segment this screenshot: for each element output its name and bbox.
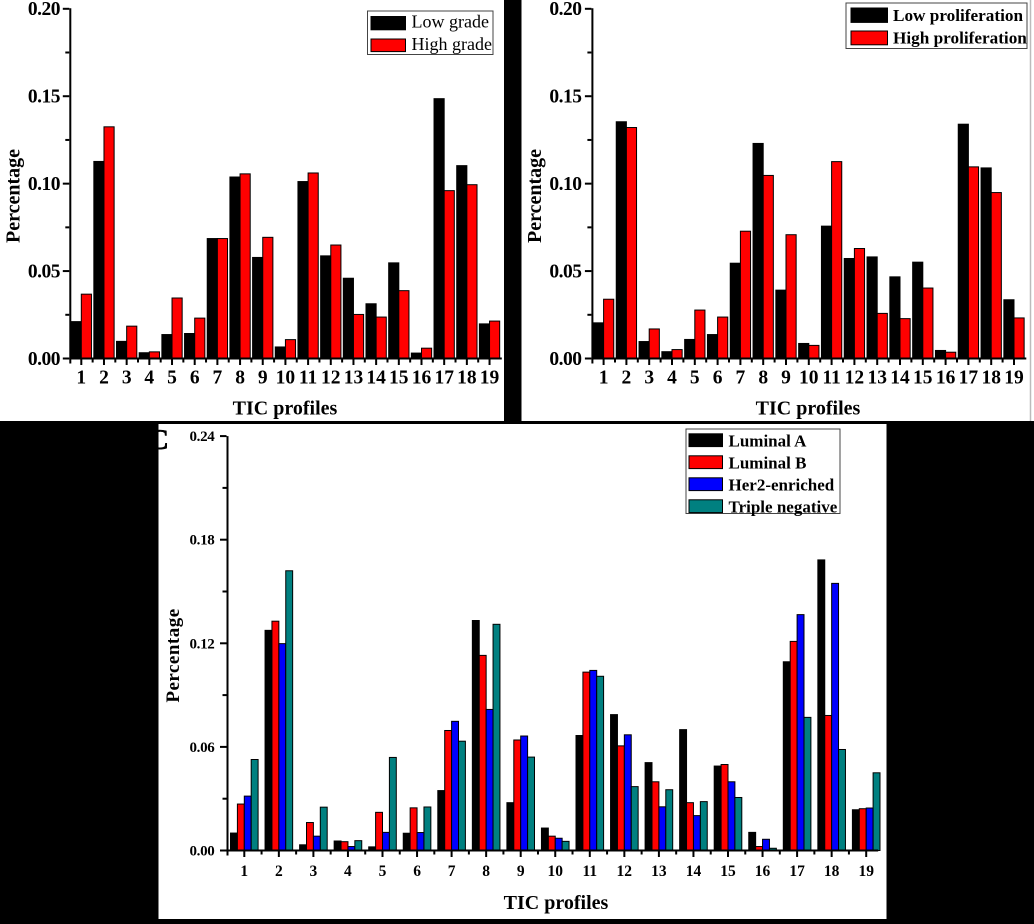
svg-text:0.05: 0.05	[549, 262, 582, 283]
svg-text:15: 15	[389, 368, 409, 389]
svg-text:4: 4	[344, 863, 352, 880]
svg-text:13: 13	[651, 863, 667, 880]
svg-text:0.00: 0.00	[28, 349, 60, 370]
svg-text:10: 10	[547, 863, 563, 880]
svg-text:19: 19	[480, 368, 500, 389]
svg-text:Percentage: Percentage	[524, 149, 546, 243]
svg-text:2: 2	[275, 863, 283, 880]
svg-text:6: 6	[190, 368, 200, 389]
svg-text:0.06: 0.06	[189, 740, 215, 756]
svg-text:7: 7	[213, 368, 223, 389]
svg-text:11: 11	[299, 368, 317, 389]
svg-text:6: 6	[413, 863, 421, 880]
svg-text:3: 3	[122, 368, 132, 389]
svg-text:8: 8	[758, 368, 768, 389]
svg-text:0.24: 0.24	[189, 429, 215, 445]
svg-text:11: 11	[822, 368, 840, 389]
svg-text:5: 5	[690, 368, 700, 389]
svg-text:4: 4	[667, 368, 677, 389]
svg-text:Luminal B: Luminal B	[729, 453, 807, 472]
svg-text:C: C	[148, 424, 169, 456]
svg-text:0.10: 0.10	[549, 174, 581, 195]
svg-text:4: 4	[144, 368, 154, 389]
svg-text:15: 15	[720, 863, 736, 880]
svg-text:Luminal A: Luminal A	[729, 431, 808, 450]
svg-text:5: 5	[167, 368, 177, 389]
svg-text:19: 19	[1004, 368, 1024, 389]
svg-text:1: 1	[599, 368, 609, 389]
svg-text:16: 16	[936, 368, 956, 389]
svg-text:12: 12	[617, 863, 633, 880]
svg-text:0.10: 0.10	[28, 174, 60, 195]
svg-text:0.12: 0.12	[189, 636, 214, 652]
svg-text:High grade: High grade	[412, 34, 492, 54]
svg-text:19: 19	[858, 863, 874, 880]
svg-text:0.20: 0.20	[28, 0, 60, 20]
svg-text:13: 13	[867, 368, 887, 389]
svg-text:5: 5	[379, 863, 387, 880]
svg-text:Low proliferation: Low proliferation	[893, 6, 1023, 25]
svg-text:2: 2	[622, 368, 632, 389]
svg-text:6: 6	[713, 368, 723, 389]
svg-text:1: 1	[76, 368, 86, 389]
svg-text:11: 11	[582, 863, 597, 880]
svg-text:18: 18	[824, 863, 840, 880]
svg-text:0.18: 0.18	[189, 533, 214, 549]
svg-text:13: 13	[344, 368, 364, 389]
svg-text:14: 14	[366, 368, 386, 389]
svg-text:18: 18	[457, 368, 477, 389]
svg-text:8: 8	[235, 368, 245, 389]
svg-text:Low grade: Low grade	[412, 12, 489, 32]
svg-text:17: 17	[789, 863, 805, 880]
svg-text:7: 7	[736, 368, 746, 389]
svg-text:15: 15	[913, 368, 933, 389]
svg-text:9: 9	[258, 368, 268, 389]
svg-text:12: 12	[845, 368, 865, 389]
svg-text:0.15: 0.15	[28, 87, 61, 108]
svg-text:TIC profiles: TIC profiles	[504, 892, 609, 914]
svg-text:Percentage: Percentage	[3, 149, 25, 243]
svg-text:Her2-enriched: Her2-enriched	[729, 475, 835, 494]
svg-text:10: 10	[799, 368, 819, 389]
svg-text:0.15: 0.15	[549, 87, 582, 108]
svg-text:3: 3	[310, 863, 318, 880]
svg-text:2: 2	[99, 368, 109, 389]
svg-text:9: 9	[517, 863, 525, 880]
svg-text:0.05: 0.05	[28, 262, 61, 283]
svg-text:16: 16	[412, 368, 432, 389]
svg-text:18: 18	[981, 368, 1001, 389]
svg-text:0.20: 0.20	[549, 0, 581, 20]
svg-text:14: 14	[686, 863, 702, 880]
svg-text:Percentage: Percentage	[163, 608, 184, 702]
svg-text:14: 14	[890, 368, 910, 389]
svg-text:TIC profiles: TIC profiles	[756, 398, 861, 420]
svg-text:9: 9	[781, 368, 791, 389]
svg-text:TIC profiles: TIC profiles	[233, 398, 338, 420]
svg-text:12: 12	[321, 368, 341, 389]
svg-text:1: 1	[240, 863, 248, 880]
svg-text:0.00: 0.00	[189, 844, 214, 860]
svg-text:17: 17	[959, 368, 979, 389]
svg-text:3: 3	[644, 368, 654, 389]
svg-text:17: 17	[434, 368, 454, 389]
svg-text:Triple negative: Triple negative	[729, 497, 838, 516]
svg-text:7: 7	[448, 863, 456, 880]
svg-text:8: 8	[482, 863, 490, 880]
svg-text:10: 10	[276, 368, 296, 389]
svg-text:16: 16	[755, 863, 771, 880]
svg-text:0.00: 0.00	[549, 349, 581, 370]
svg-text:High proliferation: High proliferation	[893, 29, 1027, 48]
